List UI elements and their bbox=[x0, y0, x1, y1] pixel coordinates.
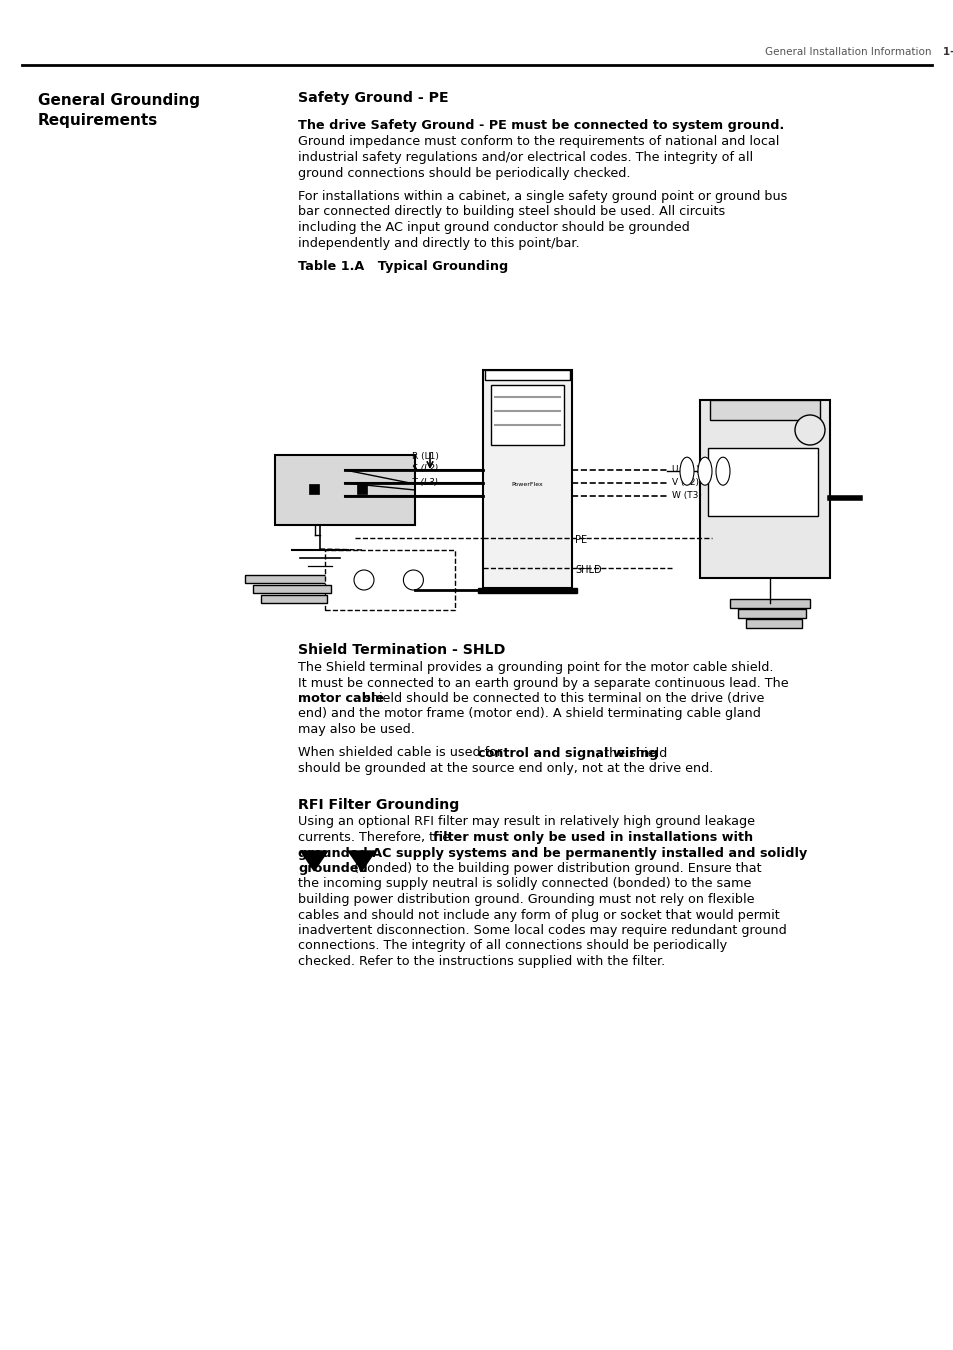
Text: grounded AC supply systems and be permanently installed and solidly: grounded AC supply systems and be perman… bbox=[297, 846, 806, 860]
Text: Table 1.A   Typical Grounding: Table 1.A Typical Grounding bbox=[297, 261, 508, 273]
Polygon shape bbox=[348, 850, 375, 871]
Text: R (L1): R (L1) bbox=[411, 451, 438, 460]
Bar bbox=[745, 620, 801, 628]
Ellipse shape bbox=[679, 458, 693, 485]
Text: ground connections should be periodically checked.: ground connections should be periodicall… bbox=[297, 166, 630, 180]
Bar bbox=[309, 485, 319, 494]
Bar bbox=[245, 575, 335, 583]
Text: should be grounded at the source end only, not at the drive end.: should be grounded at the source end onl… bbox=[297, 761, 713, 775]
Bar bbox=[491, 385, 563, 446]
Circle shape bbox=[354, 570, 374, 590]
Text: industrial safety regulations and/or electrical codes. The integrity of all: industrial safety regulations and/or ele… bbox=[297, 151, 752, 163]
Text: Safety Ground - PE: Safety Ground - PE bbox=[297, 90, 448, 105]
Text: may also be used.: may also be used. bbox=[297, 724, 415, 736]
Bar bbox=[325, 549, 455, 610]
Bar bbox=[484, 370, 569, 379]
Text: (bonded) to the building power distribution ground. Ensure that: (bonded) to the building power distribut… bbox=[350, 863, 760, 875]
Text: motor cable: motor cable bbox=[297, 693, 384, 705]
Text: V (T2): V (T2) bbox=[671, 478, 699, 487]
Text: bar connected directly to building steel should be used. All circuits: bar connected directly to building steel… bbox=[297, 205, 724, 219]
Bar bbox=[253, 585, 331, 593]
Text: Using an optional RFI filter may result in relatively high ground leakage: Using an optional RFI filter may result … bbox=[297, 815, 754, 829]
Bar bbox=[356, 485, 366, 494]
Text: It must be connected to an earth ground by a separate continuous lead. The: It must be connected to an earth ground … bbox=[297, 676, 788, 690]
Bar bbox=[707, 448, 817, 516]
Bar bbox=[482, 370, 572, 589]
Text: The drive Safety Ground - PE must be connected to system ground.: The drive Safety Ground - PE must be con… bbox=[297, 119, 783, 132]
Text: independently and directly to this point/bar.: independently and directly to this point… bbox=[297, 236, 579, 250]
Text: The Shield terminal provides a grounding point for the motor cable shield.: The Shield terminal provides a grounding… bbox=[297, 662, 773, 674]
Bar bbox=[261, 595, 327, 603]
Text: the incoming supply neutral is solidly connected (bonded) to the same: the incoming supply neutral is solidly c… bbox=[297, 878, 751, 891]
Polygon shape bbox=[300, 850, 328, 871]
Text: Requirements: Requirements bbox=[38, 113, 158, 128]
Bar bbox=[729, 599, 809, 608]
Text: When shielded cable is used for: When shielded cable is used for bbox=[297, 747, 506, 760]
Text: connections. The integrity of all connections should be periodically: connections. The integrity of all connec… bbox=[297, 940, 726, 953]
Text: Shield Termination - SHLD: Shield Termination - SHLD bbox=[297, 643, 505, 657]
Text: PE: PE bbox=[575, 535, 586, 545]
Text: , the shield: , the shield bbox=[596, 747, 666, 760]
Text: 1-3: 1-3 bbox=[931, 47, 953, 57]
Text: checked. Refer to the instructions supplied with the filter.: checked. Refer to the instructions suppl… bbox=[297, 954, 664, 968]
Text: inadvertent disconnection. Some local codes may require redundant ground: inadvertent disconnection. Some local co… bbox=[297, 923, 786, 937]
Ellipse shape bbox=[698, 458, 711, 485]
Text: control and signal wiring: control and signal wiring bbox=[477, 747, 658, 760]
Text: For installations within a cabinet, a single safety ground point or ground bus: For installations within a cabinet, a si… bbox=[297, 190, 786, 202]
Text: T (L3): T (L3) bbox=[412, 478, 437, 486]
Text: filter must only be used in installations with: filter must only be used in installation… bbox=[433, 832, 752, 844]
Circle shape bbox=[403, 570, 423, 590]
Text: cables and should not include any form of plug or socket that would permit: cables and should not include any form o… bbox=[297, 909, 779, 922]
Bar bbox=[738, 609, 805, 618]
Bar bbox=[477, 589, 577, 593]
Text: SHLD: SHLD bbox=[575, 566, 601, 575]
Text: grounded: grounded bbox=[297, 863, 367, 875]
Bar bbox=[274, 455, 415, 525]
Text: General Installation Information: General Installation Information bbox=[764, 47, 931, 57]
Text: currents. Therefore, the: currents. Therefore, the bbox=[297, 832, 454, 844]
Bar bbox=[700, 400, 829, 578]
Text: building power distribution ground. Grounding must not rely on flexible: building power distribution ground. Grou… bbox=[297, 892, 754, 906]
Circle shape bbox=[794, 414, 824, 446]
Text: end) and the motor frame (motor end). A shield terminating cable gland: end) and the motor frame (motor end). A … bbox=[297, 707, 760, 721]
Text: W (T3): W (T3) bbox=[671, 491, 701, 500]
Text: PowerFlex: PowerFlex bbox=[511, 482, 543, 487]
Text: Ground impedance must conform to the requirements of national and local: Ground impedance must conform to the req… bbox=[297, 135, 779, 148]
Text: S (L2): S (L2) bbox=[412, 464, 437, 474]
Text: RFI Filter Grounding: RFI Filter Grounding bbox=[297, 798, 459, 811]
Text: shield should be connected to this terminal on the drive (drive: shield should be connected to this termi… bbox=[359, 693, 763, 705]
Ellipse shape bbox=[716, 458, 729, 485]
Text: including the AC input ground conductor should be grounded: including the AC input ground conductor … bbox=[297, 221, 689, 234]
Text: U (T1): U (T1) bbox=[671, 464, 699, 474]
Text: General Grounding: General Grounding bbox=[38, 93, 200, 108]
Bar bbox=[709, 400, 820, 420]
